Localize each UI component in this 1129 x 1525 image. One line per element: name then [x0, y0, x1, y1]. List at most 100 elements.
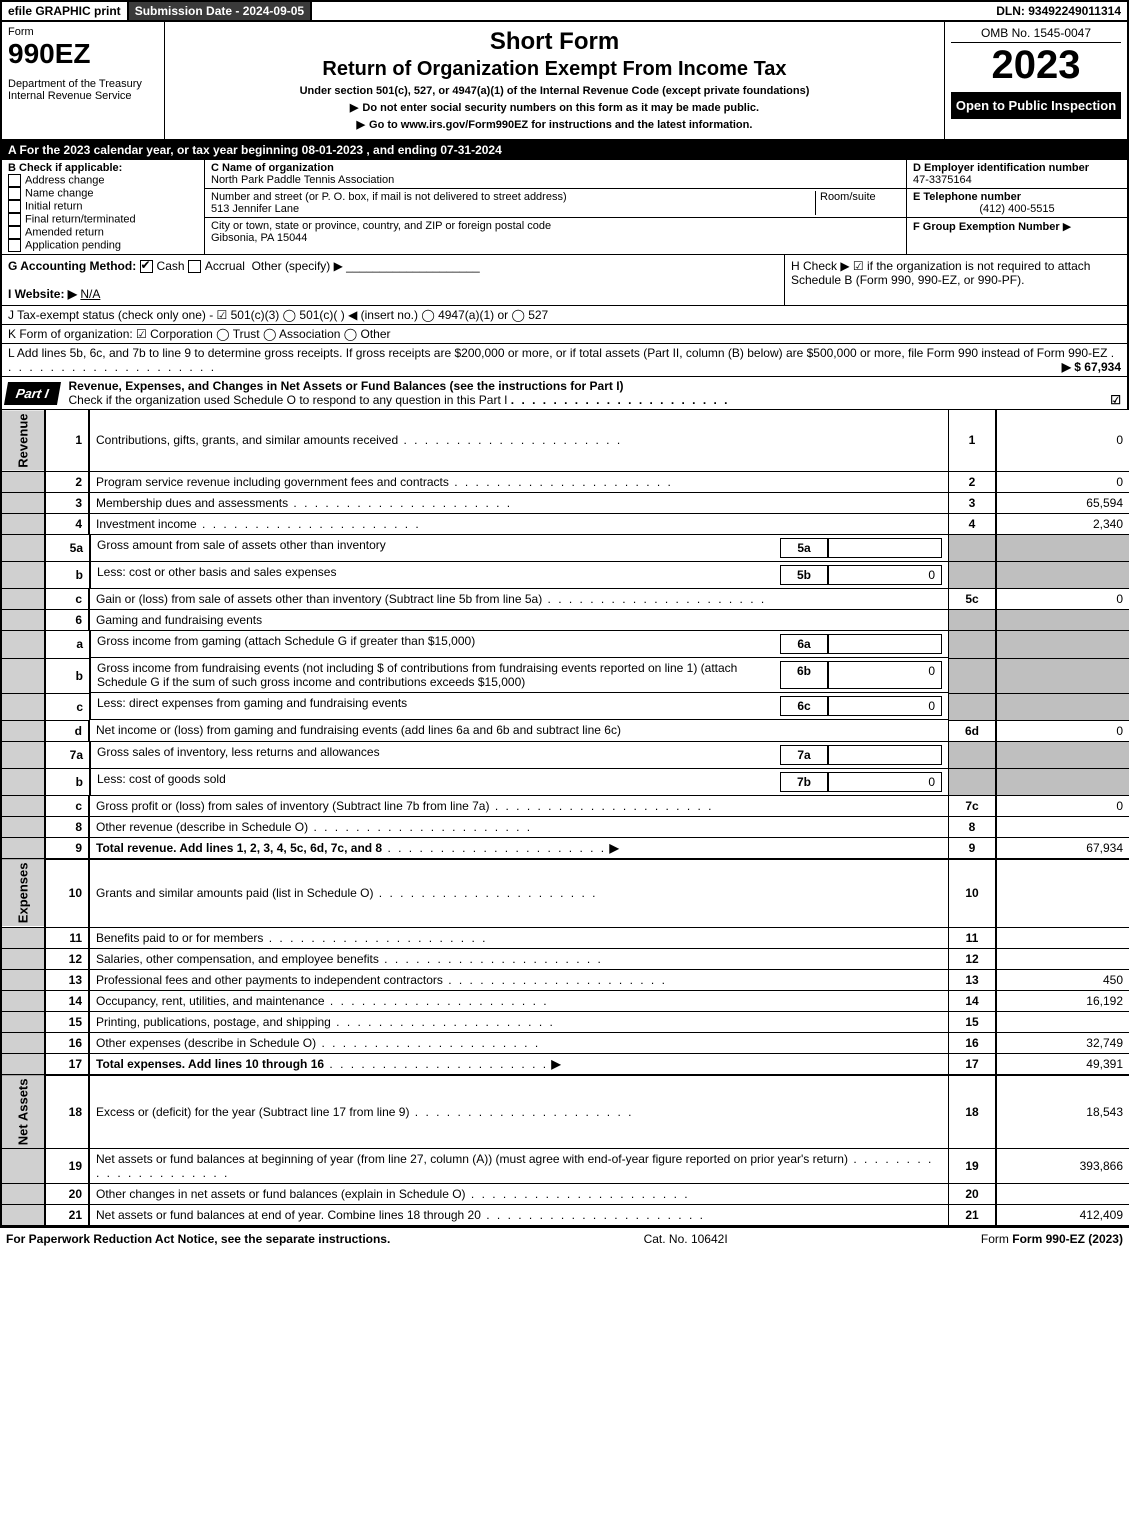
line-21-desc: Net assets or fund balances at end of ye…	[96, 1208, 481, 1222]
part-1-header: Part I Revenue, Expenses, and Changes in…	[0, 377, 1129, 410]
line-5b-desc: Less: cost or other basis and sales expe…	[97, 565, 780, 585]
checkbox-name-change[interactable]	[8, 187, 21, 200]
line-6b-sub: 6b	[780, 661, 828, 689]
dots-icon	[263, 931, 487, 945]
line-6-num: 6	[45, 610, 89, 631]
row-j: J Tax-exempt status (check only one) - ☑…	[0, 306, 1129, 325]
checkbox-initial-return[interactable]	[8, 200, 21, 213]
line-6d-refnum: 6d	[949, 720, 997, 741]
line-14-num: 14	[45, 990, 89, 1011]
line-19-num: 19	[45, 1149, 89, 1184]
line-6d-amount: 0	[996, 720, 1129, 741]
footer-right: Form Form 990-EZ (2023)	[981, 1232, 1123, 1246]
c-name-label: C Name of organization	[211, 162, 334, 174]
line-5a-desc: Gross amount from sale of assets other t…	[97, 538, 780, 558]
line-11-refnum: 11	[949, 927, 997, 948]
i-label: I Website: ▶	[8, 287, 77, 301]
line-13-num: 13	[45, 969, 89, 990]
line-12-desc: Salaries, other compensation, and employ…	[96, 952, 379, 966]
checkbox-accrual[interactable]	[188, 260, 201, 273]
line-3-desc: Membership dues and assessments	[96, 496, 288, 510]
dots-icon	[373, 886, 597, 900]
goto-link[interactable]: Go to www.irs.gov/Form990EZ for instruct…	[171, 118, 938, 131]
footer-center: Cat. No. 10642I	[644, 1232, 728, 1246]
efile-print[interactable]: efile GRAPHIC print	[2, 2, 129, 20]
omb-number: OMB No. 1545-0047	[951, 26, 1121, 43]
line-13-desc: Professional fees and other payments to …	[96, 973, 443, 987]
line-20-num: 20	[45, 1184, 89, 1205]
form-header: Form 990EZ Department of the Treasury In…	[0, 22, 1129, 141]
line-6a-amt-shaded	[996, 631, 1129, 659]
line-10-amount	[996, 859, 1129, 927]
dots-icon	[466, 1187, 690, 1201]
line-7a-ref-shaded	[949, 741, 997, 769]
line-14-desc: Occupancy, rent, utilities, and maintena…	[96, 994, 325, 1008]
f-label: F Group Exemption Number	[913, 221, 1060, 233]
line-8-desc: Other revenue (describe in Schedule O)	[96, 820, 308, 834]
checkbox-final-return[interactable]	[8, 213, 21, 226]
line-7c-desc: Gross profit or (loss) from sales of inv…	[96, 799, 489, 813]
g-label: G Accounting Method:	[8, 259, 136, 273]
line-4-amount: 2,340	[996, 513, 1129, 534]
line-6c-sub: 6c	[780, 696, 828, 716]
b-item-4: Amended return	[25, 226, 104, 238]
line-12-amount	[996, 948, 1129, 969]
line-7b-sub: 7b	[780, 772, 828, 792]
d-label: D Employer identification number	[913, 162, 1089, 174]
l-amount: ▶ $ 67,934	[1062, 360, 1121, 374]
line-8-amount	[996, 817, 1129, 838]
line-7a-num: 7a	[45, 741, 89, 769]
line-7b-amt-shaded	[996, 769, 1129, 796]
line-11-num: 11	[45, 927, 89, 948]
line-17-amount: 49,391	[996, 1053, 1129, 1075]
header-left: Form 990EZ Department of the Treasury In…	[2, 22, 165, 139]
line-20-desc: Other changes in net assets or fund bala…	[96, 1187, 466, 1201]
section-b-c-d-e-f: B Check if applicable: Address change Na…	[0, 160, 1129, 255]
line-6b-amt-shaded	[996, 658, 1129, 693]
c-city-label: City or town, state or province, country…	[211, 220, 551, 232]
room-suite-label: Room/suite	[815, 191, 900, 215]
line-9-refnum: 9	[949, 838, 997, 860]
c-addr-label: Number and street (or P. O. box, if mail…	[211, 191, 567, 203]
g-cash: Cash	[157, 259, 185, 273]
line-6a-ref-shaded	[949, 631, 997, 659]
line-15-desc: Printing, publications, postage, and shi…	[96, 1015, 331, 1029]
line-18-amount: 18,543	[996, 1075, 1129, 1149]
line-9-num: 9	[45, 838, 89, 860]
dots-icon	[398, 433, 622, 447]
line-3-amount: 65,594	[996, 492, 1129, 513]
line-5b-subval: 0	[828, 565, 942, 585]
part-1-label: Part I	[4, 382, 61, 405]
dots-icon	[443, 973, 667, 987]
line-4-refnum: 4	[949, 513, 997, 534]
line-10-num: 10	[45, 859, 89, 927]
line-7b-subval: 0	[828, 772, 942, 792]
checkbox-application-pending[interactable]	[8, 239, 21, 252]
line-14-refnum: 14	[949, 990, 997, 1011]
line-5c-refnum: 5c	[949, 589, 997, 610]
row-k: K Form of organization: ☑ Corporation ◯ …	[0, 325, 1129, 344]
checkbox-address-change[interactable]	[8, 174, 21, 187]
part-1-checkbox[interactable]: ☑	[1110, 393, 1121, 407]
dots-icon	[325, 994, 549, 1008]
line-6a-desc: Gross income from gaming (attach Schedul…	[97, 634, 780, 654]
row-a-calendar-year: A For the 2023 calendar year, or tax yea…	[0, 141, 1129, 160]
row-l: L Add lines 5b, 6c, and 7b to line 9 to …	[0, 344, 1129, 377]
line-10-desc: Grants and similar amounts paid (list in…	[96, 886, 373, 900]
row-g-h: G Accounting Method: Cash Accrual Other …	[0, 255, 1129, 306]
line-12-refnum: 12	[949, 948, 997, 969]
org-name: North Park Paddle Tennis Association	[211, 174, 394, 186]
b-label: B Check if applicable:	[8, 162, 122, 174]
checkbox-amended-return[interactable]	[8, 226, 21, 239]
line-18-num: 18	[45, 1075, 89, 1149]
dots-icon	[409, 1105, 633, 1119]
column-b: B Check if applicable: Address change Na…	[2, 160, 205, 254]
org-address: 513 Jennifer Lane	[211, 203, 299, 215]
line-7a-desc: Gross sales of inventory, less returns a…	[97, 745, 780, 765]
b-item-1: Name change	[25, 187, 94, 199]
checkbox-cash[interactable]	[140, 260, 153, 273]
dots-icon	[382, 841, 606, 855]
line-14-amount: 16,192	[996, 990, 1129, 1011]
line-7b-ref-shaded	[949, 769, 997, 796]
line-21-refnum: 21	[949, 1205, 997, 1227]
